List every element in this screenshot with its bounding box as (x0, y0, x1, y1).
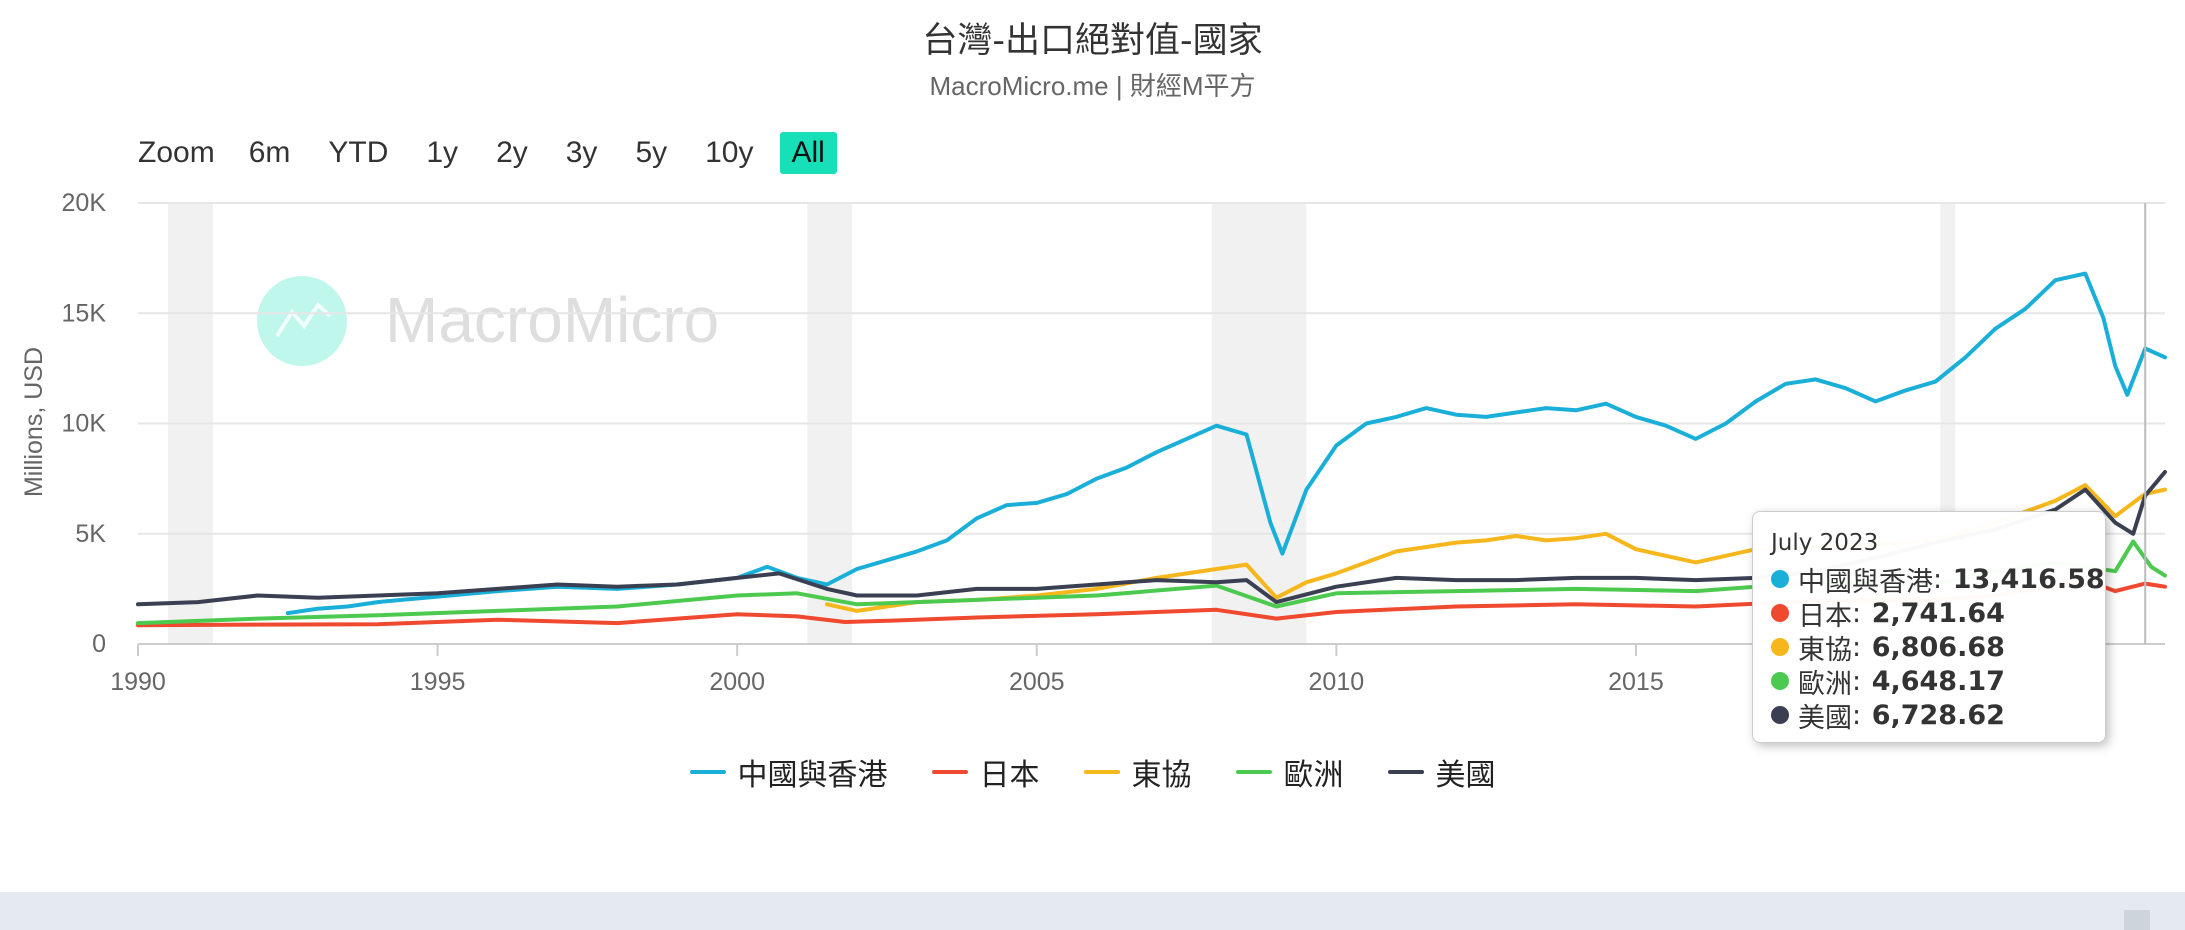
zoom-button-3y[interactable]: 3y (565, 136, 598, 169)
x-tick-label: 2005 (1009, 668, 1065, 696)
tooltip-series-name: 日本 (1798, 600, 1852, 632)
tooltip-dot-icon (1771, 672, 1789, 690)
y-tick-label: 10K (62, 410, 107, 438)
legend-item-usa[interactable]: 美國 (1387, 750, 1496, 794)
y-axis-title: Millions, USD (20, 347, 48, 497)
tooltip-dot-icon (1771, 638, 1789, 656)
legend-item-asean[interactable]: 東協 (1083, 750, 1192, 794)
tooltip-dot-icon (1771, 604, 1789, 622)
tooltip-series-name: 中國與香港 (1798, 566, 1933, 598)
zoom-button-6m[interactable]: 6m (248, 136, 291, 169)
zoom-button-ytd[interactable]: YTD (328, 136, 389, 169)
chart-title: 台灣-出口絕對值-國家 (922, 21, 1263, 61)
tooltip-row-europe: 歐洲: 4,648.17 (1771, 664, 2087, 700)
tooltip-row-japan: 日本: 2,741.64 (1771, 596, 2087, 632)
y-tick-label: 5K (75, 520, 106, 548)
legend-label-asean: 東協 (1131, 758, 1192, 793)
tooltip-row-usa: 美國: 6,728.62 (1771, 698, 2087, 734)
zoom-button-5y[interactable]: 5y (635, 136, 668, 169)
legend-swatch-usa (1387, 770, 1424, 774)
watermark-text: MacroMicro (385, 284, 719, 356)
x-tick-label: 2010 (1309, 668, 1365, 696)
legend-swatch-japan (931, 770, 968, 774)
legend-label-china-hk: 中國與香港 (737, 758, 888, 793)
legend-item-europe[interactable]: 歐洲 (1235, 750, 1344, 794)
zoom-button-1y[interactable]: 1y (426, 136, 459, 169)
zoom-range-selector: Zoom 6m YTD 1y 2y 3y 5y 10y All (138, 130, 851, 176)
watermark-logo-chart-icon (275, 301, 332, 338)
y-tick-label: 15K (62, 299, 107, 327)
tooltip-series-name: 美國 (1798, 702, 1852, 734)
series-line-china_hk (285, 271, 2167, 616)
footer-bar (0, 892, 2185, 930)
legend-label-usa: 美國 (1435, 758, 1496, 793)
chart-subtitle: MacroMicro.me | 財經M平方 (929, 71, 1256, 101)
zoom-label: Zoom (138, 136, 215, 169)
tooltip-date: July 2023 (1771, 530, 1879, 556)
x-tick-label: 2015 (1608, 668, 1664, 696)
tooltip-series-value: 6,806.68 (1871, 631, 2005, 663)
tooltip-series-value: 6,728.62 (1871, 699, 2005, 731)
chart-legend: 中國與香港 日本 東協 歐洲 美國 (0, 750, 2185, 794)
y-tick-label: 0 (92, 630, 106, 658)
x-tick-label: 2000 (709, 668, 765, 696)
resize-handle[interactable] (2124, 910, 2150, 930)
tooltip-series-value: 13,416.58 (1952, 563, 2105, 595)
tooltip-series-name: 歐洲 (1798, 668, 1852, 700)
x-tick-label: 1995 (410, 668, 466, 696)
tooltip-series-value: 4,648.17 (1871, 665, 2005, 697)
legend-swatch-asean (1083, 770, 1120, 774)
zoom-button-all[interactable]: All (779, 132, 837, 174)
tooltip-row-asean: 東協: 6,806.68 (1771, 630, 2087, 666)
tooltip-row-china-hk: 中國與香港: 13,416.58 (1771, 562, 2105, 598)
macromicro-watermark: MacroMicro (257, 276, 719, 366)
legend-swatch-china-hk (689, 770, 726, 774)
tooltip-series-value: 2,741.64 (1871, 597, 2005, 629)
legend-swatch-europe (1235, 770, 1272, 774)
legend-label-japan: 日本 (979, 758, 1040, 793)
tooltip-dot-icon (1771, 570, 1789, 588)
y-tick-label: 20K (62, 189, 107, 217)
legend-label-europe: 歐洲 (1283, 758, 1344, 793)
tooltip-series-name: 東協 (1798, 634, 1852, 666)
x-tick-label: 1990 (110, 668, 166, 696)
zoom-button-2y[interactable]: 2y (496, 136, 528, 169)
zoom-button-10y[interactable]: 10y (705, 136, 754, 169)
data-tooltip: July 2023 中國與香港: 13,416.58 日本: 2,741.64 … (1752, 511, 2106, 743)
tooltip-dot-icon (1771, 706, 1789, 724)
legend-item-china-hk[interactable]: 中國與香港 (689, 750, 888, 794)
legend-item-japan[interactable]: 日本 (931, 750, 1040, 794)
